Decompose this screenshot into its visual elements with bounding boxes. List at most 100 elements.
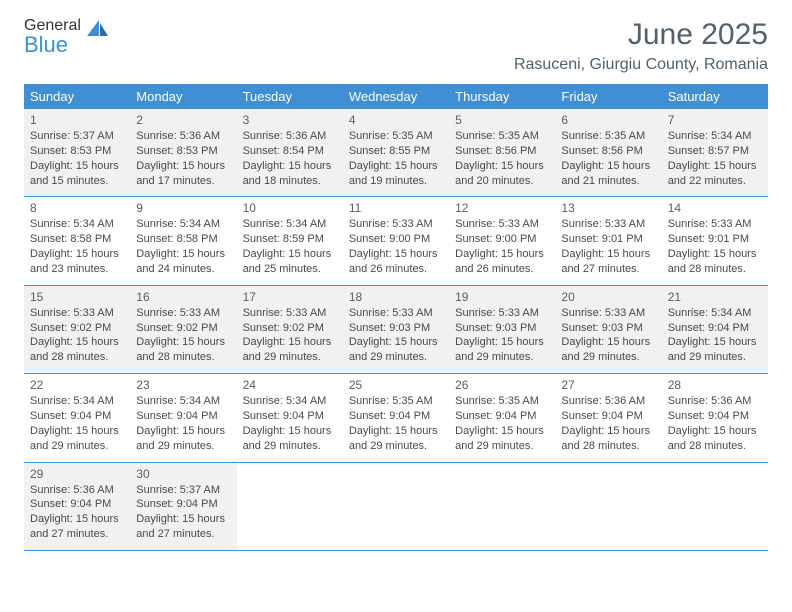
day-number: 25 <box>349 378 443 392</box>
day-number: 1 <box>30 113 124 127</box>
day-cell: 8Sunrise: 5:34 AMSunset: 8:58 PMDaylight… <box>24 197 130 284</box>
weekday-header: Monday <box>130 84 236 109</box>
day-number: 9 <box>136 201 230 215</box>
day-number: 27 <box>561 378 655 392</box>
sunrise-line: Sunrise: 5:35 AM <box>349 394 443 409</box>
sunset-line: Sunset: 9:04 PM <box>243 409 337 424</box>
sunrise-line: Sunrise: 5:35 AM <box>561 129 655 144</box>
day-number: 24 <box>243 378 337 392</box>
daylight-line: Daylight: 15 hours and 29 minutes. <box>136 424 230 454</box>
weekday-header: Tuesday <box>237 84 343 109</box>
sunset-line: Sunset: 9:04 PM <box>30 409 124 424</box>
day-number: 20 <box>561 290 655 304</box>
brand-logo: General Blue <box>24 18 111 56</box>
daylight-line: Daylight: 15 hours and 26 minutes. <box>455 247 549 277</box>
sunset-line: Sunset: 8:53 PM <box>30 144 124 159</box>
sunrise-line: Sunrise: 5:33 AM <box>561 306 655 321</box>
day-cell: 2Sunrise: 5:36 AMSunset: 8:53 PMDaylight… <box>130 109 236 196</box>
day-number: 18 <box>349 290 443 304</box>
day-cell: 19Sunrise: 5:33 AMSunset: 9:03 PMDayligh… <box>449 286 555 373</box>
sunset-line: Sunset: 9:03 PM <box>561 321 655 336</box>
day-cell: 27 Sunrise: 5:36 AMSunset: 9:04 PMDayligh… <box>555 374 661 461</box>
daylight-line: Daylight: 15 hours and 25 minutes. <box>243 247 337 277</box>
sunset-line: Sunset: 9:03 PM <box>455 321 549 336</box>
day-cell: 5Sunrise: 5:35 AMSunset: 8:56 PMDaylight… <box>449 109 555 196</box>
sunset-line: Sunset: 8:54 PM <box>243 144 337 159</box>
daylight-line: Daylight: 15 hours and 20 minutes. <box>455 159 549 189</box>
sunset-line: Sunset: 8:53 PM <box>136 144 230 159</box>
day-cell: 11Sunrise: 5:33 AMSunset: 9:00 PMDayligh… <box>343 197 449 284</box>
sunset-line: Sunset: 9:00 PM <box>455 232 549 247</box>
empty-day <box>449 463 555 550</box>
day-cell: 21Sunrise: 5:34 AMSunset: 9:04 PMDayligh… <box>662 286 768 373</box>
sunset-line: Sunset: 9:04 PM <box>668 321 762 336</box>
day-number: 29 <box>30 467 124 481</box>
sunset-line: Sunset: 9:00 PM <box>349 232 443 247</box>
day-cell: 7Sunrise: 5:34 AMSunset: 8:57 PMDaylight… <box>662 109 768 196</box>
sunrise-line: Sunrise: 5:34 AM <box>668 306 762 321</box>
sunset-line: Sunset: 8:58 PM <box>30 232 124 247</box>
daylight-line: Daylight: 15 hours and 28 minutes. <box>668 247 762 277</box>
day-cell: 29Sunrise: 5:36 AMSunset: 9:04 PMDayligh… <box>24 463 130 550</box>
day-number: 6 <box>561 113 655 127</box>
day-cell: 20Sunrise: 5:33 AMSunset: 9:03 PMDayligh… <box>555 286 661 373</box>
day-number: 10 <box>243 201 337 215</box>
brand-text: General Blue <box>24 18 81 56</box>
day-number: 17 <box>243 290 337 304</box>
week-row: 8Sunrise: 5:34 AMSunset: 8:58 PMDaylight… <box>24 197 768 285</box>
day-cell: 9Sunrise: 5:34 AMSunset: 8:58 PMDaylight… <box>130 197 236 284</box>
week-row: 22Sunrise: 5:34 AMSunset: 9:04 PMDayligh… <box>24 374 768 462</box>
day-cell: 15Sunrise: 5:33 AMSunset: 9:02 PMDayligh… <box>24 286 130 373</box>
week-row: 15Sunrise: 5:33 AMSunset: 9:02 PMDayligh… <box>24 286 768 374</box>
daylight-line: Daylight: 15 hours and 19 minutes. <box>349 159 443 189</box>
day-number: 12 <box>455 201 549 215</box>
day-cell: 10Sunrise: 5:34 AMSunset: 8:59 PMDayligh… <box>237 197 343 284</box>
sunrise-line: Sunrise: 5:34 AM <box>136 217 230 232</box>
daylight-line: Daylight: 15 hours and 29 minutes. <box>243 424 337 454</box>
sunrise-line: Sunrise: 5:33 AM <box>349 306 443 321</box>
sunset-line: Sunset: 9:04 PM <box>561 409 655 424</box>
sunrise-line: Sunrise: 5:36 AM <box>668 394 762 409</box>
day-cell: 23Sunrise: 5:34 AMSunset: 9:04 PMDayligh… <box>130 374 236 461</box>
sunrise-line: Sunrise: 5:36 AM <box>561 394 655 409</box>
sunset-line: Sunset: 8:56 PM <box>561 144 655 159</box>
day-number: 7 <box>668 113 762 127</box>
sunrise-line: Sunrise: 5:34 AM <box>668 129 762 144</box>
sunrise-line: Sunrise: 5:37 AM <box>30 129 124 144</box>
daylight-line: Daylight: 15 hours and 23 minutes. <box>30 247 124 277</box>
brand-blue: Blue <box>24 32 68 57</box>
daylight-line: Daylight: 15 hours and 29 minutes. <box>349 335 443 365</box>
day-number: 21 <box>668 290 762 304</box>
sunset-line: Sunset: 8:58 PM <box>136 232 230 247</box>
daylight-line: Daylight: 15 hours and 29 minutes. <box>455 424 549 454</box>
sunset-line: Sunset: 9:02 PM <box>136 321 230 336</box>
day-cell: 14Sunrise: 5:33 AMSunset: 9:01 PMDayligh… <box>662 197 768 284</box>
sunrise-line: Sunrise: 5:34 AM <box>243 394 337 409</box>
day-number: 2 <box>136 113 230 127</box>
daylight-line: Daylight: 15 hours and 29 minutes. <box>243 335 337 365</box>
weekday-header: Friday <box>555 84 661 109</box>
empty-day <box>343 463 449 550</box>
day-number: 26 <box>455 378 549 392</box>
sunrise-line: Sunrise: 5:33 AM <box>30 306 124 321</box>
day-cell: 22Sunrise: 5:34 AMSunset: 9:04 PMDayligh… <box>24 374 130 461</box>
daylight-line: Daylight: 15 hours and 28 minutes. <box>561 424 655 454</box>
daylight-line: Daylight: 15 hours and 22 minutes. <box>668 159 762 189</box>
week-row: 29Sunrise: 5:36 AMSunset: 9:04 PMDayligh… <box>24 463 768 551</box>
empty-day <box>237 463 343 550</box>
daylight-line: Daylight: 15 hours and 28 minutes. <box>30 335 124 365</box>
sunset-line: Sunset: 9:04 PM <box>136 497 230 512</box>
day-cell: 1 Sunrise: 5:37 AMSunset: 8:53 PMDaylight… <box>24 109 130 196</box>
weekday-header: Wednesday <box>343 84 449 109</box>
sunrise-line: Sunrise: 5:36 AM <box>30 483 124 498</box>
daylight-line: Daylight: 15 hours and 15 minutes. <box>30 159 124 189</box>
day-cell: 25Sunrise: 5:35 AMSunset: 9:04 PMDayligh… <box>343 374 449 461</box>
sunrise-line: Sunrise: 5:34 AM <box>30 394 124 409</box>
calendar-table: SundayMondayTuesdayWednesdayThursdayFrid… <box>24 84 768 551</box>
sunrise-line: Sunrise: 5:34 AM <box>30 217 124 232</box>
daylight-line: Daylight: 15 hours and 21 minutes. <box>561 159 655 189</box>
day-number: 4 <box>349 113 443 127</box>
sunrise-line: Sunrise: 5:33 AM <box>243 306 337 321</box>
daylight-line: Daylight: 15 hours and 28 minutes. <box>136 335 230 365</box>
sunrise-line: Sunrise: 5:33 AM <box>455 217 549 232</box>
